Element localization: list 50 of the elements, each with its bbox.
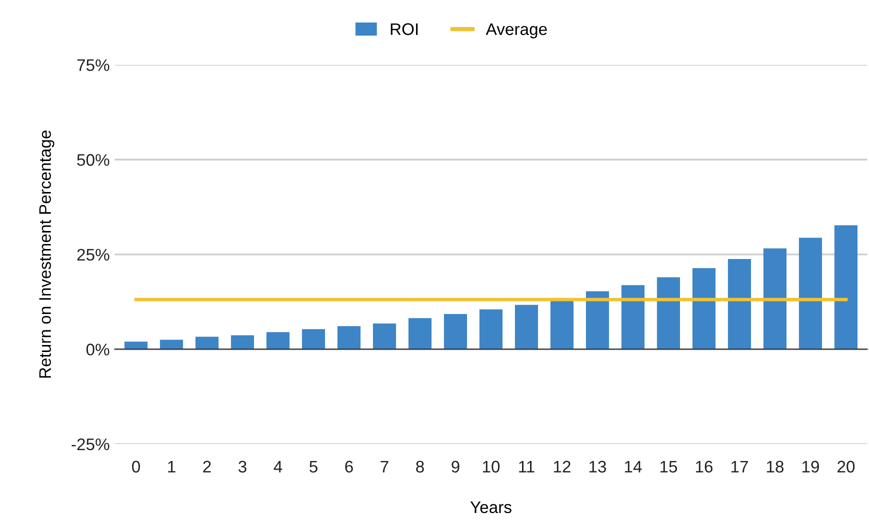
bar	[124, 342, 148, 350]
x-tick-label: 2	[203, 460, 211, 472]
bar	[230, 335, 254, 350]
bar	[514, 304, 538, 350]
x-tick-label: 1	[168, 460, 176, 472]
x-tick-label: 5	[310, 460, 318, 473]
bar	[337, 326, 361, 350]
x-tick-label: 0	[132, 460, 140, 473]
bar	[728, 258, 752, 350]
y-tick-label: 50%	[77, 154, 110, 166]
y-tick-label: 25%	[77, 248, 110, 261]
x-tick-label: 4	[274, 460, 282, 472]
x-tick-label: 18	[766, 460, 784, 473]
bar	[798, 238, 822, 350]
y-tick-label: 0%	[86, 344, 110, 356]
bar	[763, 248, 787, 350]
bar	[479, 309, 503, 350]
x-tick-label: 14	[624, 460, 642, 472]
x-tick-label: 16	[696, 460, 713, 473]
bar	[834, 225, 858, 350]
y-tick-label: 75%	[77, 59, 110, 72]
bar	[656, 277, 680, 350]
legend-label: ROI	[390, 23, 418, 36]
x-tick-label: 7	[380, 460, 388, 472]
x-tick-label: 8	[416, 460, 424, 473]
x-tick-label: 10	[482, 460, 500, 473]
legend-label: Average	[486, 23, 547, 38]
x-tick-label: 17	[731, 460, 748, 472]
bar	[586, 291, 610, 350]
bar	[408, 318, 432, 350]
bar	[692, 268, 716, 350]
x-tick-label: 12	[554, 460, 570, 472]
x-axis-title: Years	[470, 501, 512, 514]
x-tick-label: 20	[838, 460, 855, 473]
x-tick-label: 15	[660, 460, 678, 473]
y-tick-label: -25%	[72, 438, 110, 450]
bar	[266, 332, 290, 350]
x-tick-label: 3	[238, 460, 246, 473]
x-tick-label: 9	[452, 460, 460, 473]
bar	[195, 336, 219, 350]
bar	[550, 299, 574, 350]
bar	[621, 285, 645, 350]
x-tick-label: 11	[519, 460, 534, 472]
x-tick-label: 19	[802, 460, 819, 473]
bar	[372, 323, 396, 350]
x-tick-label: 6	[345, 460, 353, 473]
x-tick-label: 13	[589, 460, 606, 473]
bar	[302, 329, 326, 350]
bar	[444, 314, 468, 350]
y-axis-title: Return on Investment Percentage	[39, 130, 54, 378]
